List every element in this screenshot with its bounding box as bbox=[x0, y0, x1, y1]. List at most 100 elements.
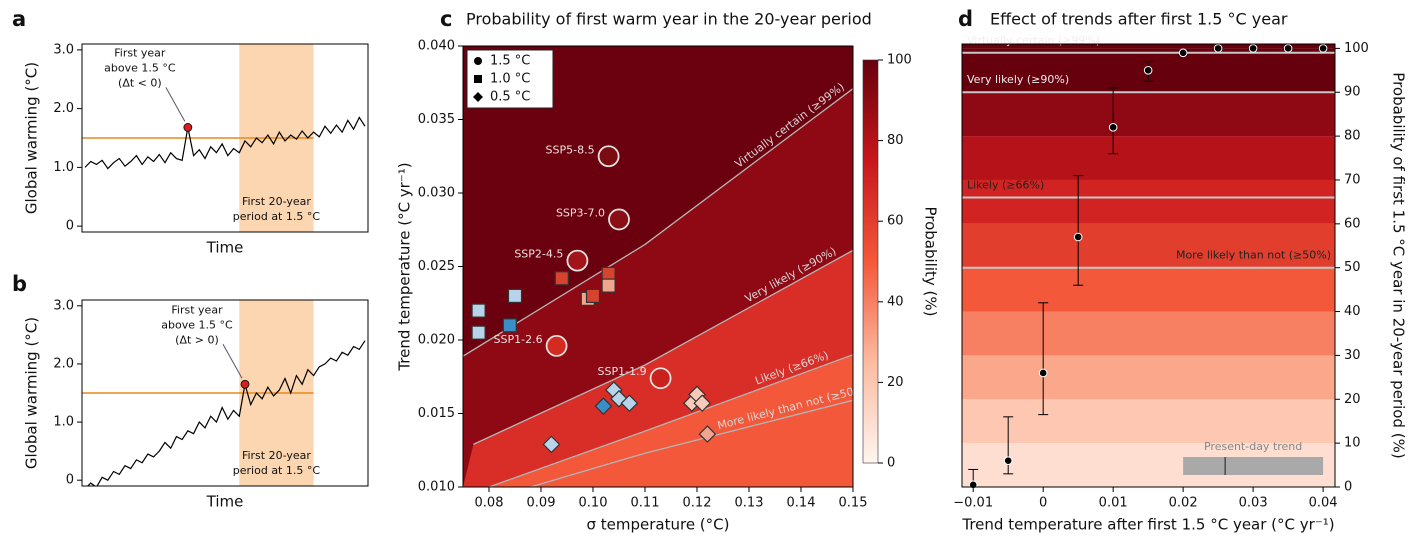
point bbox=[1108, 123, 1118, 132]
error-bar bbox=[1073, 175, 1084, 286]
period-label: period at 1.5 °C bbox=[233, 464, 321, 477]
y-tick-label: 100 bbox=[1344, 41, 1369, 56]
point bbox=[1073, 232, 1083, 242]
contour-line bbox=[463, 88, 853, 357]
marker-circle bbox=[608, 208, 630, 231]
legend-label: 1.0 °C bbox=[490, 72, 530, 87]
y-tick-label: 90 bbox=[1344, 85, 1361, 100]
threshold-label: Very likely (≥90%) bbox=[967, 73, 1069, 86]
contour-line bbox=[488, 354, 853, 487]
y-tick-label: 0.030 bbox=[418, 186, 455, 201]
x-tick-label: 0.09 bbox=[527, 496, 556, 511]
annotation-arrow bbox=[165, 87, 186, 122]
point-label: SSP1-1.9 bbox=[598, 365, 647, 378]
y-axis-label: Probability of first 1.5 °C year in 20-y… bbox=[1390, 72, 1408, 458]
x-tick-label: 0.14 bbox=[787, 496, 816, 511]
annotation: (Δt < 0) bbox=[118, 76, 162, 89]
point bbox=[1318, 44, 1328, 53]
point bbox=[1283, 44, 1293, 53]
y-tick-label: 1.0 bbox=[53, 415, 74, 430]
panel-title: Effect of trends after first 1.5 °C year bbox=[990, 10, 1288, 29]
legend-glyph bbox=[474, 57, 482, 65]
marker-square bbox=[585, 288, 601, 303]
x-tick-label: 0.12 bbox=[683, 496, 712, 511]
marker-circle bbox=[545, 334, 568, 357]
y-axis-label: Global warming (°C) bbox=[23, 317, 41, 469]
period-label: First 20-year bbox=[242, 449, 311, 462]
x-tick-label: 0.03 bbox=[1239, 496, 1268, 511]
first-year-marker bbox=[183, 123, 193, 132]
x-tick-label: 0.11 bbox=[631, 496, 660, 511]
x-tick-label: 0.10 bbox=[579, 496, 608, 511]
x-tick-label: 0.15 bbox=[839, 496, 868, 511]
panel-letter: c bbox=[440, 7, 452, 31]
background-band bbox=[962, 355, 1335, 400]
background-band bbox=[962, 179, 1335, 224]
x-axis-label: Trend temperature after first 1.5 °C yea… bbox=[961, 516, 1334, 534]
y-tick-label: 0 bbox=[66, 219, 74, 234]
point bbox=[1003, 456, 1013, 465]
x-tick-label: 0.13 bbox=[735, 496, 764, 511]
y-tick-label: 40 bbox=[1344, 304, 1361, 319]
colorbar-label: Probability (%) bbox=[922, 206, 940, 316]
marker-square bbox=[554, 271, 569, 286]
y-tick-label: 3.0 bbox=[53, 298, 74, 313]
point-label: SSP3-7.0 bbox=[556, 206, 605, 219]
background-band bbox=[962, 92, 1335, 137]
y-axis-label: Trend temperature (°C yr⁻¹) bbox=[396, 162, 414, 371]
threshold-label: Likely (≥66%) bbox=[967, 179, 1044, 192]
annotation: (Δt > 0) bbox=[175, 333, 219, 346]
marker-diamond bbox=[693, 394, 712, 413]
annotation-arrow bbox=[222, 344, 243, 379]
y-tick-label: 1.0 bbox=[53, 160, 74, 175]
y-tick-label: 10 bbox=[1344, 436, 1361, 451]
point bbox=[1143, 66, 1153, 75]
colorbar-tick-label: 60 bbox=[887, 214, 904, 229]
x-axis-label: σ temperature (°C) bbox=[586, 516, 729, 534]
contour-field: Virtually certain (≥99%)Very likely (≥90… bbox=[463, 46, 853, 487]
x-axis-label: Time bbox=[206, 239, 244, 257]
legend-glyph bbox=[474, 75, 482, 83]
y-tick-label: 0.040 bbox=[418, 39, 455, 54]
y-axis-label: Global warming (°C) bbox=[23, 62, 41, 214]
contour-band bbox=[463, 46, 853, 487]
threshold-label: Virtually certain (≥99%) bbox=[967, 34, 1100, 47]
x-tick-label: 0 bbox=[1039, 496, 1047, 511]
y-tick-label: 0.010 bbox=[418, 480, 455, 495]
annotation: First year bbox=[114, 46, 166, 59]
y-tick-label: 2.0 bbox=[53, 356, 74, 371]
error-bar bbox=[1038, 302, 1049, 416]
background-band bbox=[962, 223, 1335, 268]
first-year-marker bbox=[240, 379, 250, 389]
present-day-label: Present-day trend bbox=[1204, 440, 1302, 453]
period-label: First 20-year bbox=[242, 195, 311, 208]
x-tick-label: 0.02 bbox=[1169, 496, 1198, 511]
marker-diamond bbox=[542, 435, 561, 454]
plot-frame bbox=[81, 43, 369, 233]
marker-square bbox=[601, 266, 616, 281]
y-tick-label: 70 bbox=[1344, 172, 1361, 187]
background-band bbox=[962, 267, 1335, 312]
present-day-range bbox=[1183, 457, 1324, 475]
marker-circle bbox=[566, 249, 589, 272]
marker-diamond bbox=[594, 397, 613, 415]
y-tick-label: 0 bbox=[1344, 480, 1352, 495]
point bbox=[1213, 44, 1223, 53]
colorbar-tick-label: 40 bbox=[887, 294, 904, 309]
point bbox=[1178, 48, 1188, 58]
y-tick-label: 20 bbox=[1344, 392, 1361, 407]
annotation: above 1.5 °C bbox=[161, 318, 233, 331]
legend-glyph bbox=[473, 92, 483, 102]
threshold-label: More likely than not (≥50%) bbox=[1176, 249, 1331, 262]
contour-line bbox=[530, 399, 853, 487]
y-tick-label: 2.0 bbox=[53, 101, 74, 116]
colorbar-tick-label: 80 bbox=[887, 133, 904, 148]
colorbar-tick-label: 0 bbox=[887, 456, 895, 471]
y-tick-label: 30 bbox=[1344, 348, 1361, 363]
panel-title: Probability of first warm year in the 20… bbox=[466, 10, 872, 29]
point-label: SSP5-8.5 bbox=[546, 143, 595, 156]
x-tick-label: 0.04 bbox=[1309, 496, 1338, 511]
x-tick-label: 0.08 bbox=[475, 496, 504, 511]
point bbox=[1038, 368, 1048, 378]
